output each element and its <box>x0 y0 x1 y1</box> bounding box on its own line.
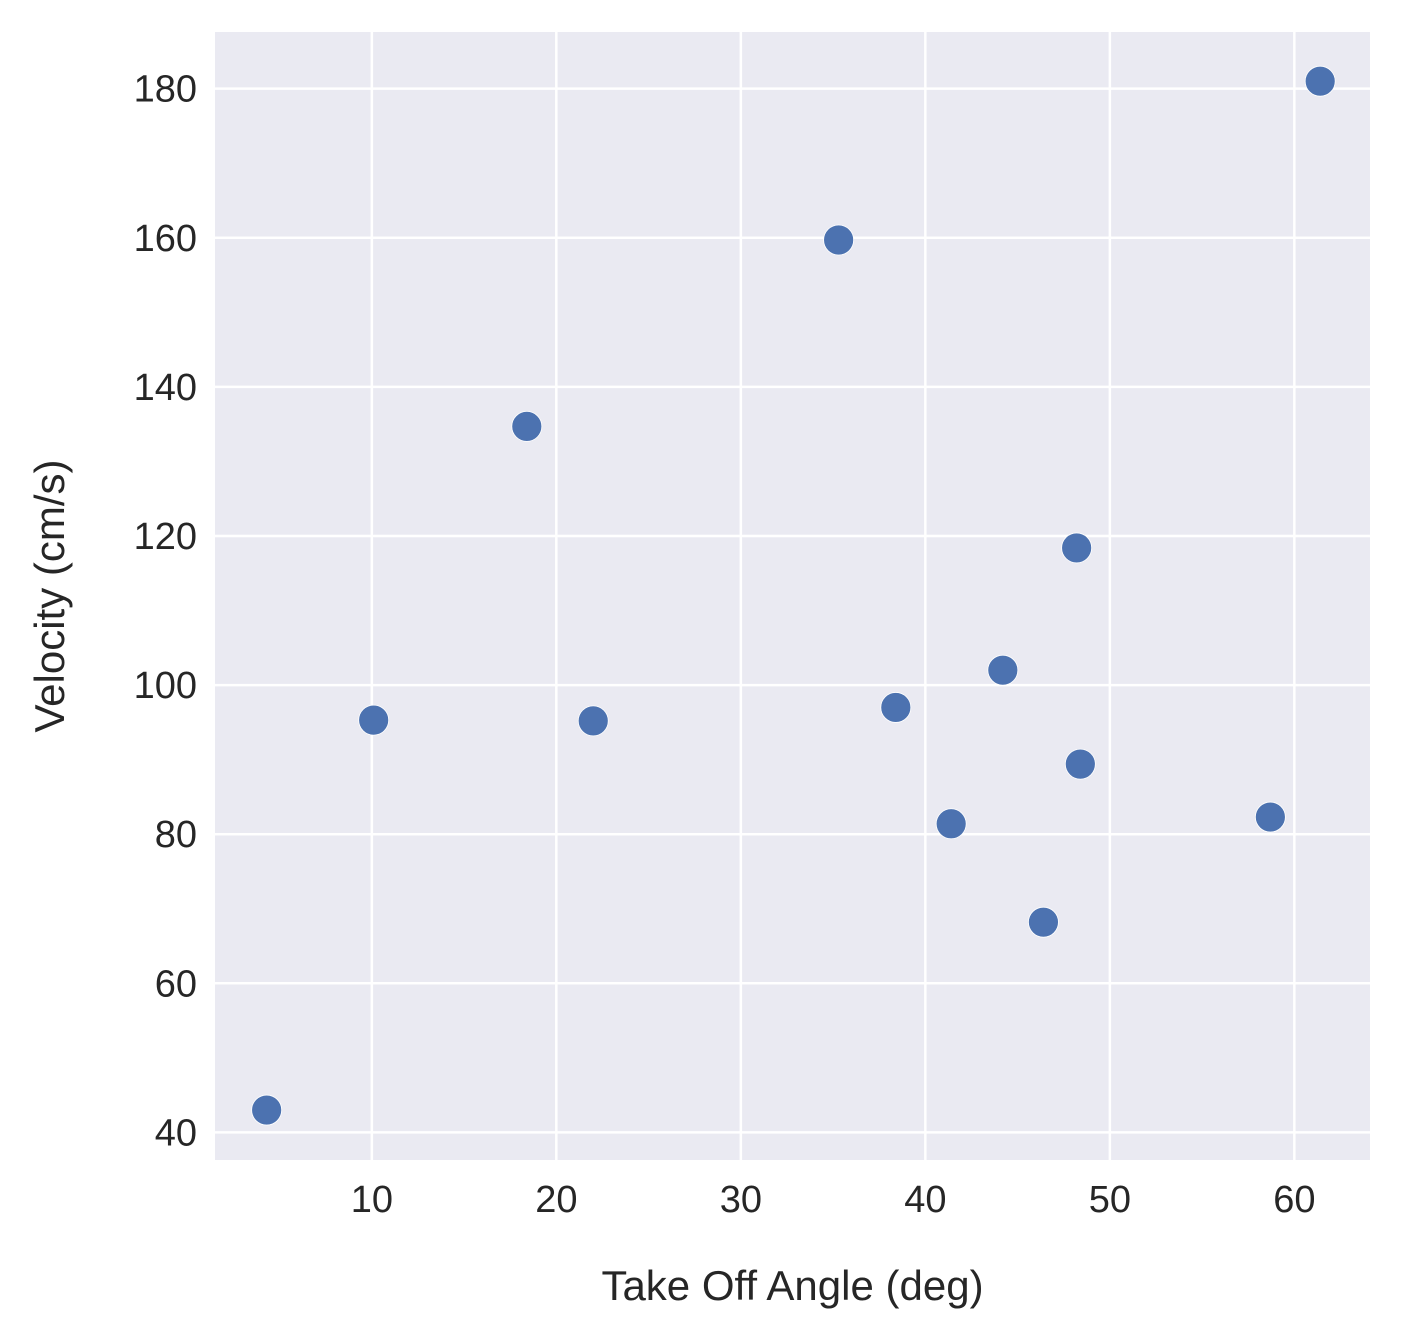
y-tick-label: 120 <box>134 516 197 558</box>
scatter-point <box>358 704 390 736</box>
y-axis-label: Velocity (cm/s) <box>26 459 73 732</box>
data-points <box>251 65 1336 1126</box>
scatter-point <box>935 808 967 840</box>
y-tick-label: 60 <box>155 963 197 1005</box>
x-tick-label: 10 <box>351 1179 393 1221</box>
x-tick-label: 20 <box>535 1179 577 1221</box>
x-tick-label: 40 <box>904 1179 946 1221</box>
scatter-point <box>823 224 855 256</box>
y-tick-label: 100 <box>134 665 197 707</box>
y-tick-label: 80 <box>155 814 197 856</box>
scatter-point <box>1254 801 1286 833</box>
grid-lines <box>215 32 1370 1160</box>
scatter-point <box>251 1094 283 1126</box>
x-tick-label: 30 <box>720 1179 762 1221</box>
plot-area <box>215 32 1370 1160</box>
scatter-point <box>1028 906 1059 938</box>
scatter-point <box>1304 65 1336 97</box>
scatter-point <box>577 705 609 737</box>
scatter-point <box>511 410 543 442</box>
x-axis-label: Take Off Angle (deg) <box>601 1262 983 1309</box>
y-tick-label: 160 <box>134 218 197 260</box>
scatter-point <box>880 692 912 723</box>
y-tick-label: 40 <box>155 1112 197 1154</box>
x-tick-label: 50 <box>1089 1179 1131 1221</box>
scatter-point <box>1061 532 1093 564</box>
scatter-point <box>987 654 1019 686</box>
y-axis-ticks: 40 60 80 100 120 140 160 180 <box>134 69 197 1155</box>
scatter-point <box>1064 748 1096 780</box>
x-tick-label: 60 <box>1273 1179 1315 1221</box>
y-tick-label: 180 <box>134 69 197 111</box>
y-tick-label: 140 <box>134 367 197 409</box>
x-axis-ticks: 10 20 30 40 50 60 <box>351 1179 1316 1221</box>
